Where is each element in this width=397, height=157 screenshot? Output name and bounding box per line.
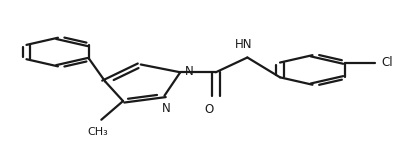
Text: CH₃: CH₃	[87, 127, 108, 137]
Text: HN: HN	[235, 38, 252, 51]
Text: N: N	[185, 65, 194, 78]
Text: N: N	[162, 102, 170, 114]
Text: Cl: Cl	[382, 56, 393, 69]
Text: O: O	[204, 103, 213, 116]
